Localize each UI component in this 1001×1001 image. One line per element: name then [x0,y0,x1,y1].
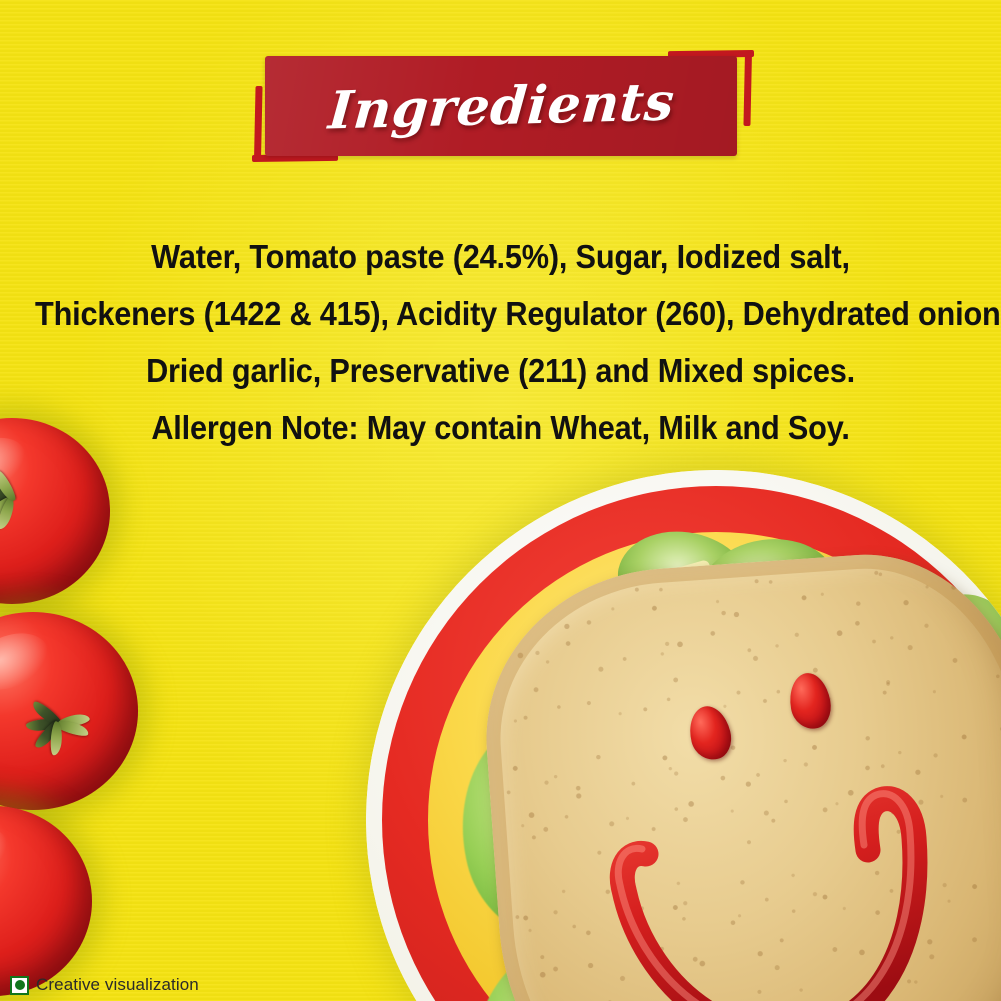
ingredients-line-2: Thickeners (1422 & 415), Acidity Regulat… [35,295,1001,332]
ingredients-text-block: Water, Tomato paste (24.5%), Sugar, Iodi… [0,228,1001,456]
ingredients-line-3: Dried garlic, Preservative (211) and Mix… [146,352,855,389]
page-title: Ingredients [325,70,677,142]
ingredients-line-1: Water, Tomato paste (24.5%), Sugar, Iodi… [151,238,850,275]
vegetarian-mark-icon [10,975,29,995]
tomato-2 [0,612,138,810]
tomato-3 [0,806,92,996]
footer-disclaimer: Creative visualization [10,975,199,995]
creative-visualization-label: Creative visualization [36,975,199,994]
vegetarian-dot [14,980,25,990]
ingredients-header: Ingredients [248,42,758,170]
header-banner: Ingredients [265,56,737,156]
toast-sandwich [475,543,1001,1001]
allergen-note-line: Allergen Note: May contain Wheat, Milk a… [151,409,850,446]
sandwich-plate [366,470,1001,1001]
toast-crust [475,544,1001,1001]
